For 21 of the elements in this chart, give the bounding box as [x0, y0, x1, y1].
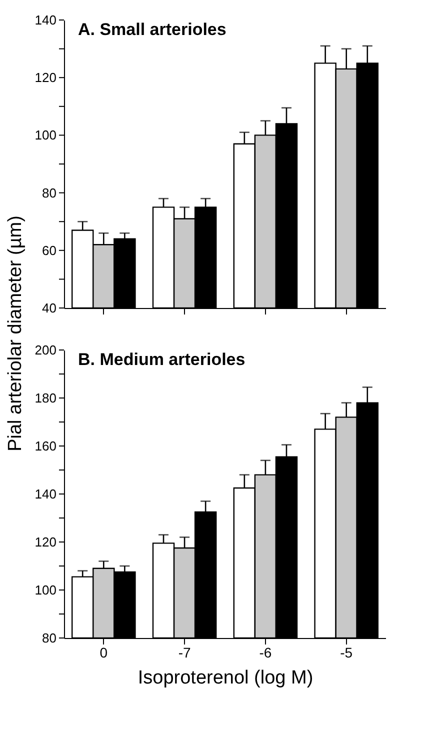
x-tick-label: -6 — [259, 644, 272, 660]
x-tick-label: 0 — [100, 644, 108, 660]
chart-title: B. Medium arterioles — [78, 350, 246, 369]
y-tick-label: 100 — [34, 582, 56, 598]
y-tick-label: 80 — [42, 630, 56, 646]
y-tick-label: 120 — [34, 534, 56, 550]
y-tick-label: 140 — [34, 486, 56, 502]
y-axis-title: Pial arteriolar diameter (µm) — [4, 216, 26, 452]
y-tick-label: 120 — [34, 70, 56, 86]
y-tick-label: 140 — [34, 12, 56, 28]
y-tick-label: 100 — [34, 128, 56, 143]
y-tick-label: 200 — [34, 342, 56, 358]
y-tick-label: 180 — [34, 390, 56, 406]
x-tick-label: -5 — [340, 644, 353, 660]
y-tick-label: 40 — [42, 300, 56, 316]
x-axis-title: Isoproterenol (log M) — [138, 668, 314, 688]
y-tick-label: 160 — [34, 438, 56, 454]
y-tick-label: 60 — [42, 242, 56, 258]
y-tick-label: 80 — [42, 185, 56, 200]
chart-title: A. Small arterioles — [78, 20, 226, 39]
x-tick-label: -7 — [178, 644, 191, 660]
